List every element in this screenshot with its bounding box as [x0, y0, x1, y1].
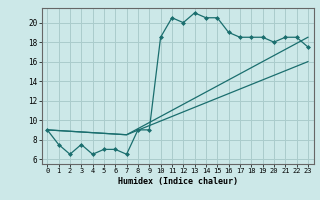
X-axis label: Humidex (Indice chaleur): Humidex (Indice chaleur): [118, 177, 237, 186]
